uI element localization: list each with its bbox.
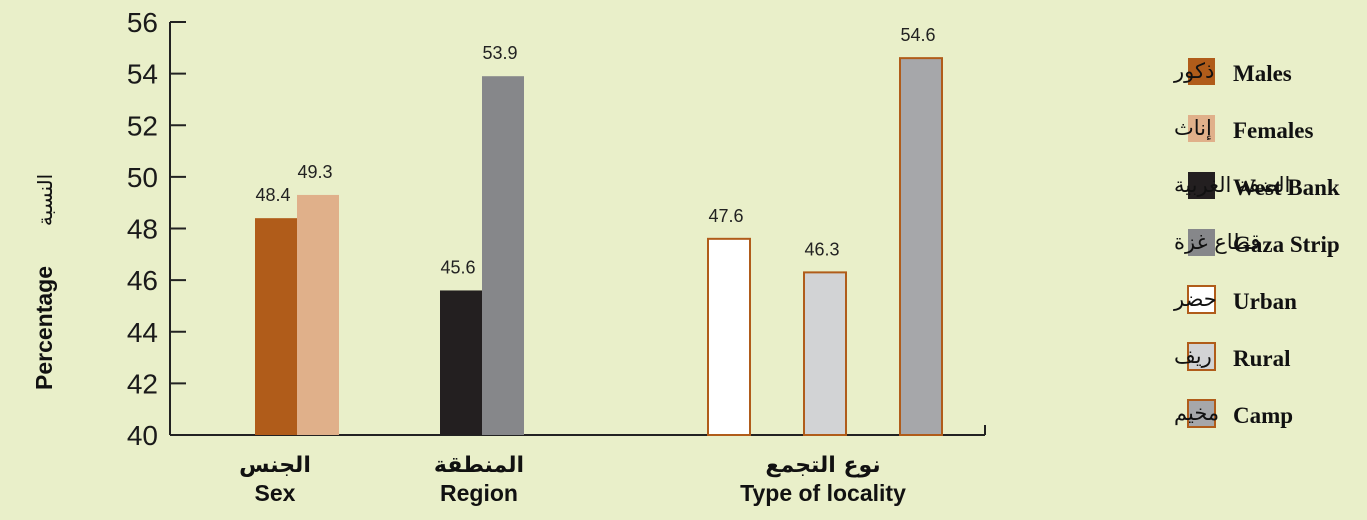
legend-label-ar-males: ذكور: [1173, 59, 1214, 83]
y-tick-label: 52: [127, 110, 158, 141]
y-tick-label: 46: [127, 265, 158, 296]
bar-camp: [899, 57, 943, 436]
data-label-gaza_strip: 53.9: [482, 43, 517, 63]
data-label-west_bank: 45.6: [440, 257, 475, 277]
legend-swatch-west_bank: [1188, 172, 1215, 199]
y-tick-label: 48: [127, 214, 158, 245]
legend-label-ar-rural: ريف: [1174, 344, 1212, 368]
data-label-males: 48.4: [255, 185, 290, 205]
legend-label-ar-west_bank: الضفة الغربية: [1174, 173, 1290, 197]
group-label-ar: الجنس: [239, 453, 311, 478]
bar-males: [255, 218, 297, 435]
y-axis-label: Percentage النسبة: [31, 174, 57, 390]
legend-swatch-females: [1188, 115, 1215, 142]
y-axis-label-ar: النسبة: [33, 174, 57, 226]
legend-swatch-urban: [1187, 285, 1216, 314]
legend-swatch-rural: [1187, 342, 1216, 371]
legend-swatch-males: [1188, 58, 1215, 85]
legend-label-ar-urban: حضر: [1173, 287, 1217, 311]
group-label-en: Type of locality: [740, 480, 906, 506]
bar-urban: [707, 237, 751, 436]
legend-label-camp: Camp: [1233, 403, 1293, 428]
legend-label-ar-gaza_strip: قطاع غزة: [1174, 230, 1260, 254]
y-tick-label: 50: [127, 162, 158, 193]
legend-swatch-gaza_strip: [1188, 229, 1215, 256]
legend-label-rural: Rural: [1233, 346, 1291, 371]
y-tick-label: 42: [127, 368, 158, 399]
bar-west_bank: [440, 290, 482, 435]
y-axis-label-en: Percentage: [31, 266, 57, 390]
y-tick-label: 56: [127, 7, 158, 38]
y-tick-label: 54: [127, 59, 158, 90]
data-label-females: 49.3: [297, 162, 332, 182]
group-label-ar: المنطقة: [434, 453, 524, 478]
legend-label-gaza_strip: Gaza Strip: [1233, 232, 1340, 257]
data-label-rural: 46.3: [804, 239, 839, 259]
y-tick-label: 40: [127, 420, 158, 451]
group-label-en: Region: [440, 480, 518, 506]
bar-rural: [803, 271, 847, 436]
y-tick-label: 44: [127, 317, 158, 348]
legend-label-ar-females: إناث: [1174, 116, 1212, 141]
group-label-ar: نوع التجمع: [765, 453, 880, 478]
data-label-camp: 54.6: [900, 25, 935, 45]
legend-label-males: Males: [1233, 61, 1292, 86]
legend-label-females: Females: [1233, 118, 1314, 143]
legend-label-ar-camp: مخيم: [1174, 401, 1219, 426]
bars: [255, 57, 943, 436]
bar-gaza_strip: [482, 76, 524, 436]
axes: 40 42 44 46 48 50 52 54 56: [127, 7, 986, 451]
data-label-urban: 47.6: [708, 206, 743, 226]
bar-females: [297, 194, 339, 435]
legend-label-west_bank: West Bank: [1233, 175, 1340, 200]
group-label-en: Sex: [255, 480, 296, 506]
legend-label-urban: Urban: [1233, 289, 1297, 314]
legend-swatch-camp: [1187, 399, 1216, 428]
value-labels: 48.4 49.3 45.6 53.9 47.6 46.3 54.6: [255, 25, 935, 277]
